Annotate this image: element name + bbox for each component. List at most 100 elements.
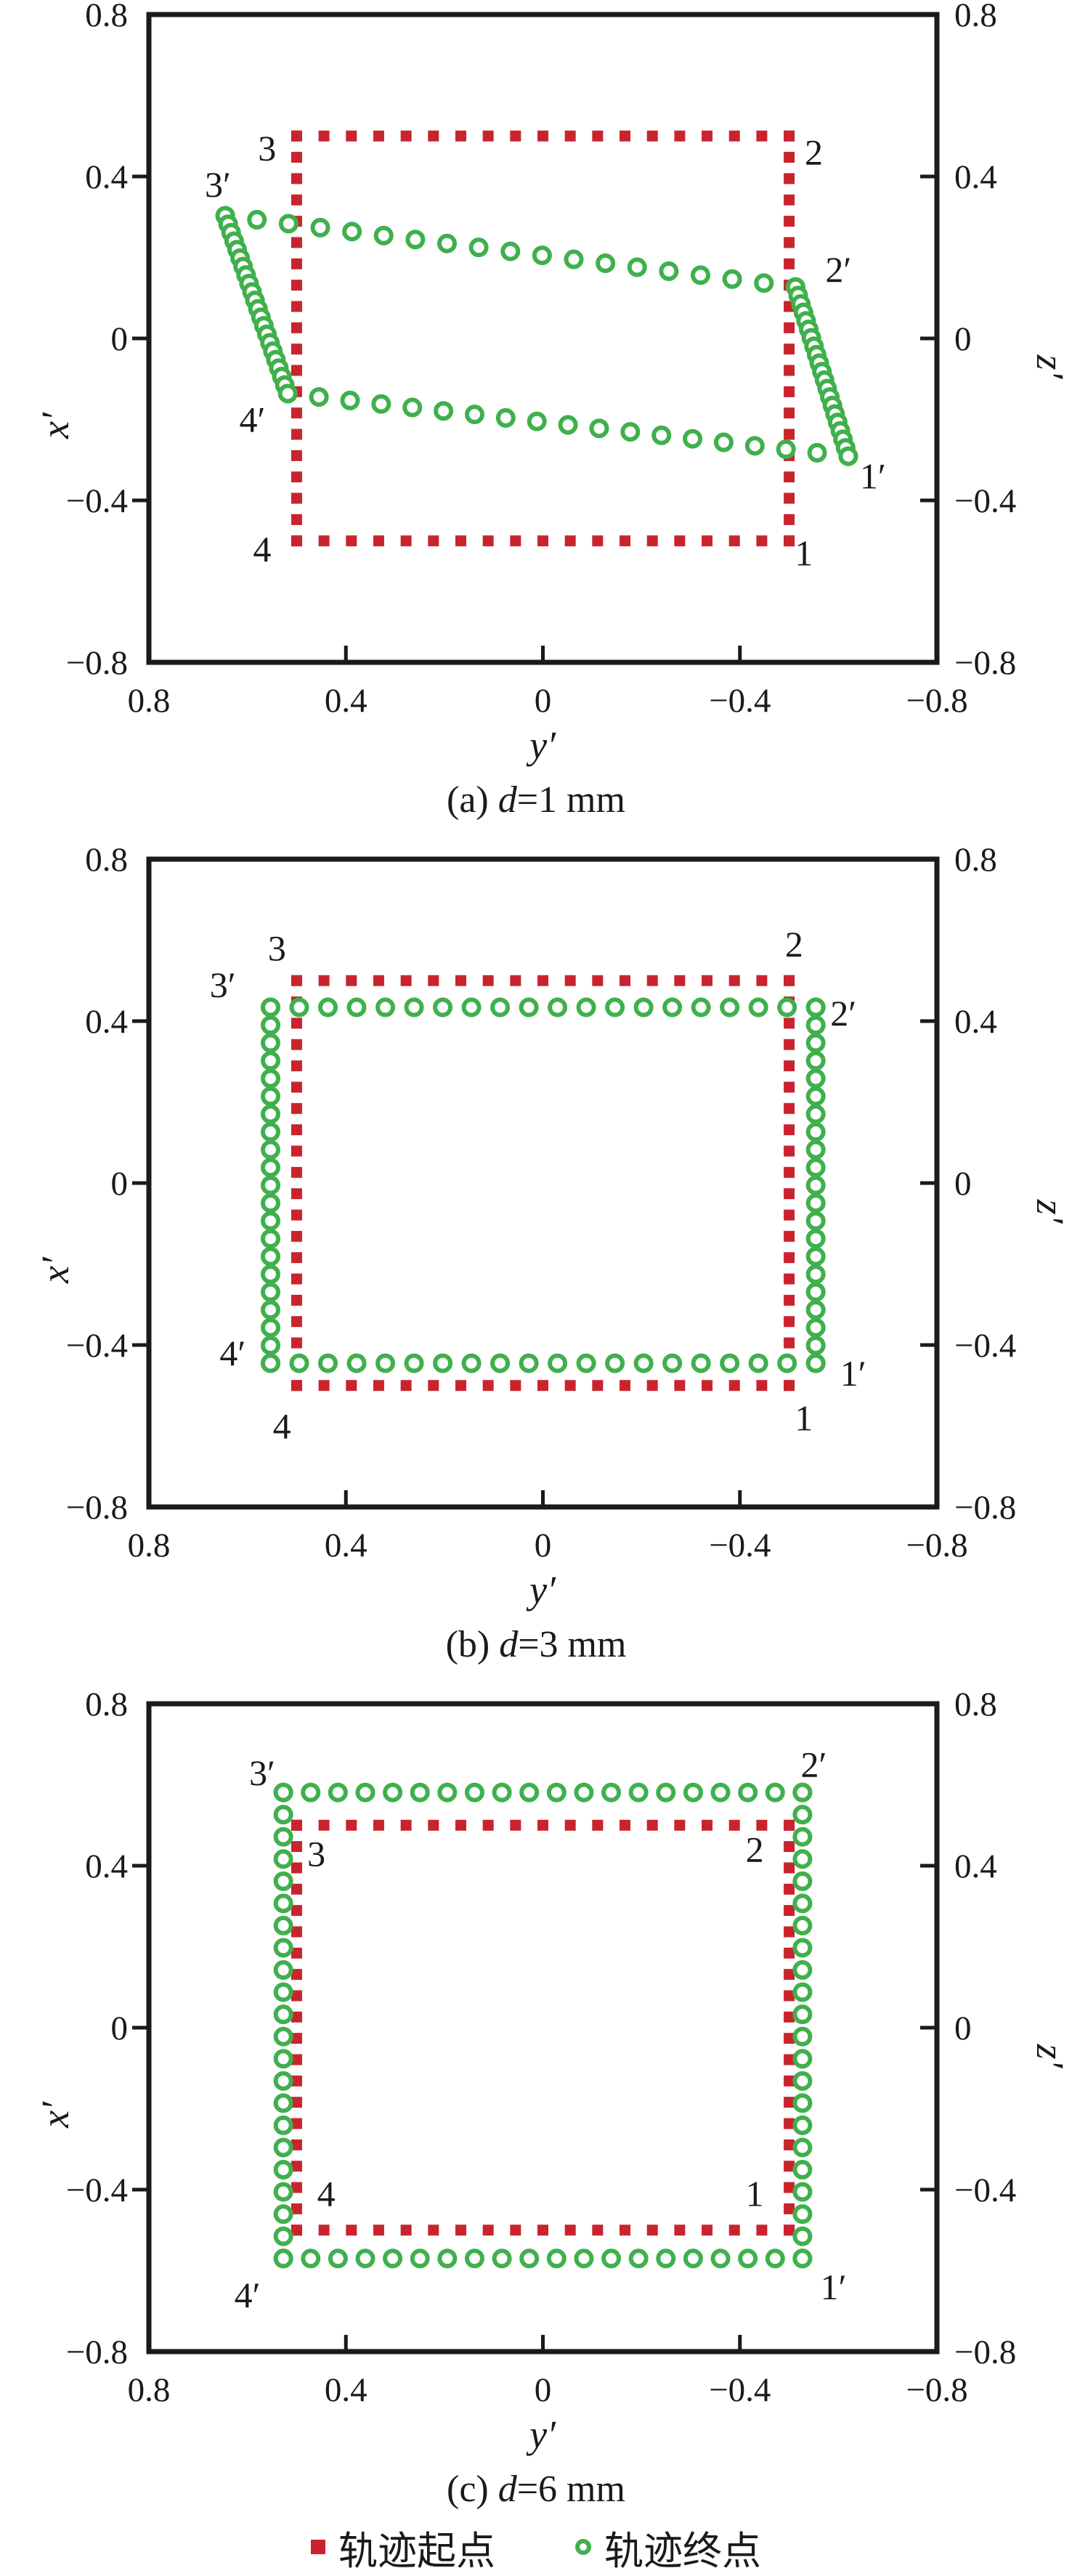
svg-text:3: 3	[268, 928, 286, 969]
svg-text:0: 0	[535, 2371, 552, 2409]
svg-text:−0.8: −0.8	[954, 2333, 1016, 2371]
subplot-a-left-axis-title: x′	[33, 413, 77, 439]
caption-suffix: =3 mm	[518, 1624, 627, 1665]
caption-variable: d	[498, 2469, 517, 2510]
subplot-c-canvas: 0.80.8 0.80.40.4 0.400 0−0.4−0.4 −0.4−0.8−0.…	[66, 1689, 1017, 2409]
svg-text:2′: 2′	[830, 993, 856, 1033]
svg-text:0.8: 0.8	[128, 1527, 171, 1564]
svg-text:4: 4	[273, 1406, 291, 1447]
subplot-c-left-axis-title: x′	[33, 2102, 77, 2128]
svg-text:0.4: 0.4	[85, 1003, 128, 1041]
svg-text:−0.8: −0.8	[954, 1489, 1016, 1527]
svg-text:0: 0	[954, 2010, 972, 2047]
svg-text:−0.4: −0.4	[954, 1327, 1016, 1365]
svg-text:−0.4: −0.4	[66, 1327, 128, 1365]
subplot-c: 0.8 0.8 0.8 0.4 0.4 0.4 0 0 0 −0.4 −0.4 −0.4 −0.8 −0.…	[0, 1689, 1072, 2534]
subplot-a: 0.8 0.8 0.8 0.4 0.4 0.4 0 0 0 −0.4 −0.4 −0.4 −0.8 −0.…	[0, 0, 1072, 845]
caption-suffix: =6 mm	[516, 2469, 625, 2510]
subplot-c-caption: (c) d=6 mm	[0, 2468, 1072, 2511]
svg-text:1′: 1′	[821, 2267, 847, 2307]
svg-text:4′: 4′	[235, 2275, 261, 2315]
caption-prefix: (c)	[447, 2469, 498, 2510]
legend-label-start: 轨迹起点	[338, 2529, 495, 2573]
legend-item-trajectory-start: 轨迹起点	[311, 2519, 495, 2576]
svg-text:−0.8: −0.8	[906, 682, 967, 720]
svg-text:0.4: 0.4	[325, 682, 368, 720]
svg-text:0.8: 0.8	[128, 682, 171, 720]
svg-text:0.8: 0.8	[128, 2371, 171, 2409]
caption-suffix: =1 mm	[516, 779, 625, 821]
svg-text:−0.8: −0.8	[66, 2333, 128, 2371]
svg-text:0.4: 0.4	[954, 1003, 997, 1041]
caption-prefix: (b)	[445, 1624, 500, 1665]
svg-text:2: 2	[785, 924, 803, 964]
svg-text:2′: 2′	[825, 249, 851, 290]
svg-text:0: 0	[535, 1527, 552, 1564]
svg-text:−0.4: −0.4	[709, 2371, 771, 2409]
subplot-b-caption: (b) d=3 mm	[0, 1623, 1072, 1666]
svg-text:2: 2	[746, 1829, 764, 1870]
svg-text:0.8: 0.8	[85, 845, 128, 879]
subplot-a-canvas: 0.80.8 0.80.40.4 0.400 0−0.4−0.4 −0.4−0.8−0.…	[66, 0, 1017, 720]
svg-text:0.8: 0.8	[85, 1689, 128, 1723]
svg-text:0.8: 0.8	[954, 1689, 997, 1723]
svg-text:0: 0	[535, 682, 552, 720]
svg-text:1: 1	[795, 1397, 813, 1438]
legend: 轨迹起点 轨迹终点	[0, 2523, 1072, 2573]
svg-text:−0.8: −0.8	[66, 644, 128, 682]
end-circle-icon	[575, 2539, 591, 2555]
subplot-a-right-axis-title: z′	[1028, 354, 1072, 379]
svg-text:0: 0	[954, 320, 972, 358]
svg-text:0: 0	[111, 1165, 129, 1203]
svg-text:0: 0	[111, 320, 129, 358]
svg-text:3: 3	[258, 128, 276, 168]
svg-text:0.8: 0.8	[954, 0, 997, 34]
svg-text:3: 3	[307, 1833, 325, 1874]
subplot-b-canvas: 0.80.8 0.80.40.4 0.400 0−0.4−0.4 −0.4−0.8−0.…	[66, 845, 1017, 1564]
svg-text:4: 4	[317, 2174, 336, 2214]
svg-text:0.8: 0.8	[85, 0, 128, 34]
subplot-a-bottom-axis-title: y′	[529, 723, 556, 767]
svg-text:3′: 3′	[210, 964, 236, 1005]
svg-text:1: 1	[746, 2174, 764, 2214]
svg-text:−0.4: −0.4	[709, 682, 771, 720]
svg-text:−0.4: −0.4	[709, 1527, 771, 1564]
svg-text:0.8: 0.8	[954, 845, 997, 879]
svg-text:−0.8: −0.8	[66, 1489, 128, 1527]
svg-text:−0.4: −0.4	[66, 482, 128, 520]
caption-prefix: (a)	[447, 779, 498, 821]
caption-variable: d	[499, 1624, 519, 1665]
svg-text:0: 0	[954, 1165, 972, 1203]
svg-text:−0.4: −0.4	[66, 2171, 128, 2209]
svg-text:2: 2	[805, 132, 823, 173]
svg-text:−0.4: −0.4	[954, 2171, 1016, 2209]
svg-text:4′: 4′	[239, 399, 265, 440]
start-square-icon	[311, 2540, 325, 2554]
subplot-b-bottom-axis-title: y′	[529, 1568, 556, 1612]
svg-text:4′: 4′	[219, 1333, 245, 1373]
subplot-b-right-axis-title: z′	[1028, 1199, 1072, 1224]
legend-item-trajectory-end: 轨迹终点	[575, 2519, 761, 2576]
svg-text:0: 0	[111, 2010, 129, 2047]
svg-text:1′: 1′	[840, 1353, 866, 1394]
svg-text:1′: 1′	[860, 456, 886, 497]
subplot-c-right-axis-title: z′	[1028, 2044, 1072, 2068]
svg-text:−0.8: −0.8	[906, 1527, 967, 1564]
svg-text:0.4: 0.4	[85, 158, 128, 196]
svg-text:0.4: 0.4	[954, 158, 997, 196]
svg-text:0.4: 0.4	[325, 2371, 368, 2409]
svg-text:0.4: 0.4	[954, 1848, 997, 1885]
svg-text:3′: 3′	[249, 1752, 275, 1793]
subplot-b-left-axis-title: x′	[33, 1257, 77, 1283]
svg-text:2′: 2′	[801, 1744, 827, 1785]
svg-text:−0.8: −0.8	[906, 2371, 967, 2409]
caption-variable: d	[498, 779, 517, 821]
svg-text:−0.8: −0.8	[954, 644, 1016, 682]
svg-text:4: 4	[253, 529, 271, 569]
svg-text:0.4: 0.4	[85, 1848, 128, 1885]
svg-text:3′: 3′	[205, 164, 231, 205]
svg-text:0.4: 0.4	[325, 1527, 368, 1564]
subplot-c-bottom-axis-title: y′	[529, 2413, 556, 2456]
svg-text:−0.4: −0.4	[954, 482, 1016, 520]
